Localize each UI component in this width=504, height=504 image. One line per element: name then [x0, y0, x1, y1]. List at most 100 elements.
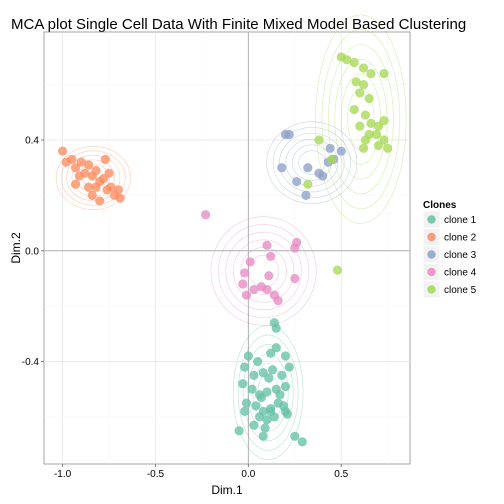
data-point [241, 290, 252, 300]
density-contour [55, 146, 131, 210]
data-point [260, 423, 270, 433]
data-point [256, 282, 266, 292]
data-point [290, 431, 300, 441]
data-point [325, 143, 335, 153]
data-point [67, 154, 77, 164]
data-point [240, 362, 250, 372]
data-point [240, 268, 250, 278]
data-point [371, 129, 382, 140]
data-point [280, 406, 291, 416]
reference-lines [44, 32, 410, 464]
data-point [280, 381, 291, 392]
data-point [290, 243, 300, 253]
y-tick-label: 0.0 [25, 246, 39, 257]
data-point [70, 163, 81, 173]
data-point [115, 193, 125, 203]
data-point [70, 179, 81, 189]
chart-title: MCA plot Single Cell Data With Finite Mi… [11, 16, 466, 33]
data-point [379, 116, 389, 126]
x-axis-title: Dim.1 [211, 483, 243, 497]
legend-swatch [427, 267, 436, 277]
data-point [284, 362, 294, 372]
legend-item: clone 4 [422, 263, 477, 281]
data-point [238, 279, 248, 289]
data-point [297, 437, 307, 447]
data-point [355, 121, 365, 131]
data-point [113, 185, 123, 195]
data-point [379, 68, 389, 79]
data-point [95, 196, 105, 206]
data-point [249, 370, 259, 380]
data-point [267, 365, 278, 375]
legend-item: clone 2 [422, 228, 477, 246]
data-point [383, 143, 393, 153]
data-point [349, 57, 359, 68]
legend-item: clone 5 [422, 280, 477, 299]
data-point [360, 110, 371, 120]
data-point [290, 273, 300, 284]
legend-label: clone 5 [444, 285, 477, 296]
data-point [373, 140, 384, 151]
legend-swatch [427, 232, 436, 242]
data-point [247, 384, 257, 394]
data-point [273, 296, 283, 306]
data-point [245, 257, 255, 267]
legend-label: clone 2 [444, 233, 477, 244]
data-point [266, 251, 276, 261]
data-point [284, 129, 294, 140]
data-point [249, 284, 259, 295]
data-point [264, 373, 274, 383]
density-contour [61, 150, 126, 206]
y-tick-label: -0.4 [22, 357, 40, 368]
x-tick-label: -0.5 [147, 469, 165, 480]
density-contour [210, 216, 317, 326]
data-point [258, 431, 268, 441]
density-contour [279, 132, 345, 193]
legend-swatch [427, 215, 436, 224]
data-point [275, 390, 285, 400]
legend-label: clone 4 [444, 268, 477, 279]
data-point [240, 406, 250, 416]
data-point [243, 351, 253, 361]
data-point [238, 379, 248, 389]
density-contour [66, 154, 121, 201]
data-point [314, 135, 324, 145]
data-point [332, 265, 343, 275]
density-contour [232, 325, 304, 461]
density-contour [232, 239, 295, 303]
data-point [106, 182, 116, 192]
legend-item: clone 3 [422, 245, 477, 264]
data-point [74, 171, 84, 181]
data-point [292, 176, 302, 187]
data-point [57, 146, 68, 156]
data-point [83, 160, 94, 170]
data-point [303, 163, 313, 173]
data-point [104, 168, 114, 178]
y-axis-title: Dim.2 [9, 232, 23, 264]
data-point [91, 165, 101, 176]
x-tick-label: 0.0 [241, 469, 255, 480]
data-point [301, 190, 311, 200]
data-point [373, 121, 384, 131]
data-point [98, 174, 109, 184]
legend-swatch [427, 285, 436, 294]
legend-title: Clones [423, 200, 457, 211]
data-point [87, 190, 97, 200]
data-point [364, 93, 374, 104]
data-point [277, 370, 287, 380]
density-contour [321, 29, 401, 210]
x-axis-ticks: -1.0 -0.5 0.0 0.5 [54, 464, 349, 480]
data-point [366, 118, 376, 128]
density-contour [218, 224, 310, 318]
data-point [262, 387, 272, 397]
legend-label: clone 1 [444, 215, 477, 226]
density-contour [237, 334, 299, 451]
data-point [266, 406, 276, 416]
data-point [91, 182, 101, 192]
data-point [234, 426, 244, 436]
y-axis-ticks: -0.4 0.0 0.4 [22, 136, 44, 368]
data-point [366, 68, 376, 79]
data-point [314, 168, 324, 178]
data-point [277, 163, 287, 173]
